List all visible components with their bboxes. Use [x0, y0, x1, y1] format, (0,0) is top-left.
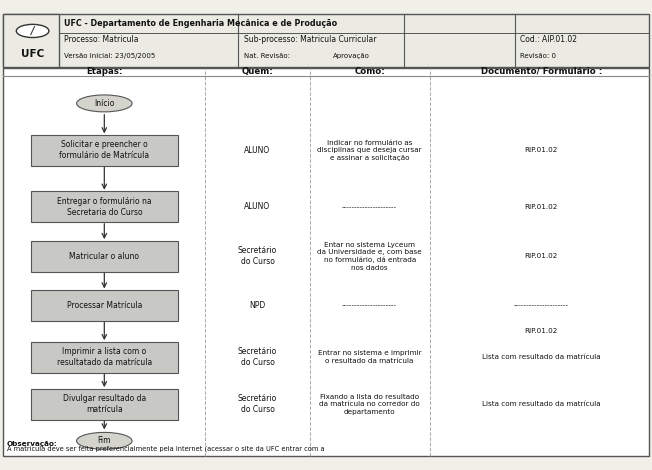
Text: UFC: UFC — [21, 49, 44, 59]
Text: Lista com resultado da matrícula: Lista com resultado da matrícula — [482, 401, 600, 407]
Text: ALUNO: ALUNO — [244, 146, 271, 155]
Text: A matrícula deve ser feita preferencialmente pela internet (acessar o site da UF: A matrícula deve ser feita preferencialm… — [7, 446, 324, 453]
Text: Revisão: 0: Revisão: 0 — [520, 53, 556, 59]
Text: Processar Matrícula: Processar Matrícula — [67, 301, 142, 310]
Text: Aprovação: Aprovação — [333, 53, 370, 59]
Ellipse shape — [16, 24, 49, 38]
Text: UFC - Departamento de Engenharia Mecânica e de Produção: UFC - Departamento de Engenharia Mecânic… — [64, 18, 337, 28]
Text: Sub-processo: Matricula Curricular: Sub-processo: Matricula Curricular — [244, 35, 377, 44]
Text: RIP.01.02: RIP.01.02 — [524, 204, 558, 210]
Text: Entregar o formulário na
Secretaria do Curso: Entregar o formulário na Secretaria do C… — [57, 197, 152, 217]
FancyBboxPatch shape — [31, 290, 178, 321]
FancyBboxPatch shape — [31, 342, 178, 373]
Text: Documento/ Formulário :: Documento/ Formulário : — [481, 67, 602, 76]
Text: RIP.01.02: RIP.01.02 — [524, 329, 558, 334]
Text: Versão inicial: 23/05/2005: Versão inicial: 23/05/2005 — [64, 53, 155, 59]
Text: Imprimir a lista com o
resultatado da matrícula: Imprimir a lista com o resultatado da ma… — [57, 347, 152, 367]
FancyBboxPatch shape — [31, 191, 178, 222]
FancyBboxPatch shape — [31, 135, 178, 166]
Text: ALUNO: ALUNO — [244, 202, 271, 212]
Text: ---------------------: --------------------- — [342, 204, 397, 210]
FancyBboxPatch shape — [3, 68, 649, 456]
Text: Fim: Fim — [98, 436, 111, 446]
Text: Nat. Revisão:: Nat. Revisão: — [244, 53, 291, 59]
FancyBboxPatch shape — [3, 14, 649, 67]
Text: NPD: NPD — [250, 301, 265, 310]
Text: RIP.01.02: RIP.01.02 — [524, 148, 558, 153]
Text: Processo: Matricula: Processo: Matricula — [64, 35, 138, 44]
Text: Etapas:: Etapas: — [86, 67, 123, 76]
Ellipse shape — [77, 95, 132, 112]
Text: Fixando a lista do resultado
da matrícula no corredor do
departamento: Fixando a lista do resultado da matrícul… — [319, 394, 420, 415]
Text: Secretário
do Curso: Secretário do Curso — [238, 347, 277, 367]
Text: ---------------------: --------------------- — [342, 303, 397, 308]
Text: Início: Início — [94, 99, 115, 108]
Text: Secretário
do Curso: Secretário do Curso — [238, 394, 277, 414]
Ellipse shape — [77, 432, 132, 449]
Text: Entrar no sistema e imprimir
o resultado da matrícula: Entrar no sistema e imprimir o resultado… — [318, 351, 421, 364]
Text: Secretário
do Curso: Secretário do Curso — [238, 246, 277, 266]
FancyBboxPatch shape — [31, 241, 178, 272]
Text: Divulgar resultado da
matrícula: Divulgar resultado da matrícula — [63, 394, 146, 414]
Text: Como:: Como: — [354, 67, 385, 76]
Text: Cod.: AIP.01.02: Cod.: AIP.01.02 — [520, 35, 576, 44]
Text: Matricular o aluno: Matricular o aluno — [69, 251, 140, 261]
FancyBboxPatch shape — [31, 389, 178, 420]
FancyBboxPatch shape — [3, 14, 59, 67]
Text: /: / — [31, 26, 35, 36]
Text: Entar no sistema Lyceum
da Universidade e, com base
no formulário, dá entrada
no: Entar no sistema Lyceum da Universidade … — [318, 242, 422, 271]
Text: Solicitar e preencher o
formulário de Matrícula: Solicitar e preencher o formulário de Ma… — [59, 141, 149, 160]
Text: Observação:: Observação: — [7, 441, 57, 446]
Text: RIP.01.02: RIP.01.02 — [524, 253, 558, 259]
Text: Lista com resultado da matrícula: Lista com resultado da matrícula — [482, 354, 600, 360]
Text: Quem:: Quem: — [242, 67, 273, 76]
Text: ---------------------: --------------------- — [514, 303, 569, 308]
Text: Indicar no formulário as
disciplinas que deseja cursar
e assinar a solicitação: Indicar no formulário as disciplinas que… — [318, 140, 422, 161]
